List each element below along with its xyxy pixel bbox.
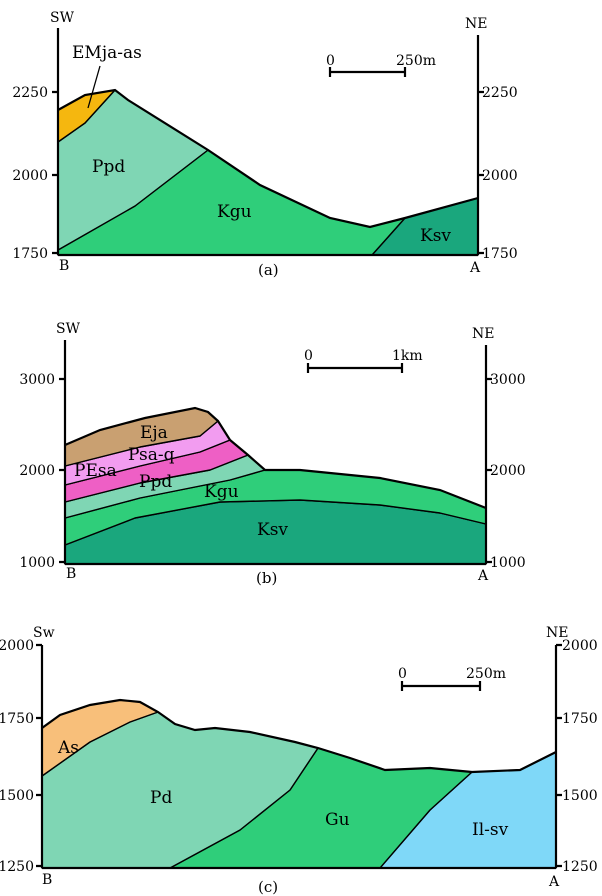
end-label-a: A (469, 260, 481, 276)
unit-label-pd: Pd (150, 788, 172, 808)
left-tick-label: 1250 (0, 859, 34, 875)
panel-a: 2250 2000 1750 2250 2000 1750 SW NE B A … (12, 10, 517, 279)
left-tick-label: 1750 (0, 711, 34, 727)
unit-label-gu: Gu (325, 810, 350, 830)
right-tick-label: 1750 (562, 711, 598, 727)
left-tick-label: 3000 (19, 372, 55, 388)
direction-sw: Sw (33, 625, 55, 641)
unit-label-ppd: Ppd (92, 157, 125, 177)
caption-a: (a) (258, 261, 279, 279)
scale-start-label: 0 (304, 348, 313, 364)
scale-start-label: 0 (326, 53, 335, 69)
right-tick-label: 2000 (562, 638, 598, 654)
unit-label-ppd: Ppd (139, 472, 172, 492)
scale-end-label: 250m (466, 666, 506, 682)
left-tick-label: 1000 (19, 555, 55, 571)
right-tick-label: 3000 (490, 372, 526, 388)
left-tick-label: 2000 (0, 638, 34, 654)
unit-label-eja: Eja (140, 423, 168, 443)
right-tick-label: 1250 (562, 859, 598, 875)
right-tick-label: 2000 (490, 463, 526, 479)
right-tick-label: 1750 (482, 246, 518, 262)
scale-end-label: 1km (392, 348, 423, 364)
scale-start-label: 0 (398, 666, 407, 682)
unit-label-il-sv: Il-sv (472, 820, 509, 840)
direction-ne: NE (465, 16, 487, 32)
scale-bar (328, 67, 407, 77)
left-tick-label: 1750 (12, 246, 48, 262)
direction-ne: NE (546, 625, 568, 641)
end-label-b: B (42, 872, 52, 888)
end-label-b: B (59, 258, 69, 274)
unit-label-psa-q: Psa-q (128, 445, 175, 465)
leader-line (87, 65, 101, 109)
scale-end-label: 250m (396, 53, 436, 69)
direction-ne: NE (472, 326, 494, 342)
scale-bar (400, 681, 482, 691)
right-tick-label: 1000 (490, 555, 526, 571)
unit-label-emja-as: EMja-as (72, 43, 142, 63)
caption-c: (c) (258, 878, 278, 896)
scale-bar (306, 363, 404, 373)
left-tick-label: 2000 (12, 168, 48, 184)
left-tick-label: 2000 (19, 463, 55, 479)
left-tick-label: 2250 (12, 85, 48, 101)
right-tick-label: 2000 (482, 168, 518, 184)
right-tick-label: 2250 (482, 85, 518, 101)
unit-label-kgu: Kgu (204, 482, 239, 502)
panel-c: 2000 1750 1500 1250 2000 1750 1500 1250 … (0, 625, 598, 896)
unit-label-ksv: Ksv (257, 520, 288, 540)
end-label-a: A (477, 568, 489, 584)
left-tick-label: 1500 (0, 788, 34, 804)
direction-sw: SW (50, 10, 75, 26)
panel-b: 3000 2000 1000 3000 2000 1000 SW NE B A … (19, 321, 525, 587)
end-label-a: A (548, 874, 560, 890)
direction-sw: SW (56, 321, 81, 337)
caption-b: (b) (256, 569, 277, 587)
end-label-b: B (66, 566, 76, 582)
unit-label-ksv: Ksv (420, 226, 451, 246)
unit-label-as: As (57, 738, 79, 758)
unit-label-pesa: PEsa (74, 461, 117, 481)
right-tick-label: 1500 (562, 788, 598, 804)
unit-label-kgu: Kgu (217, 202, 252, 222)
